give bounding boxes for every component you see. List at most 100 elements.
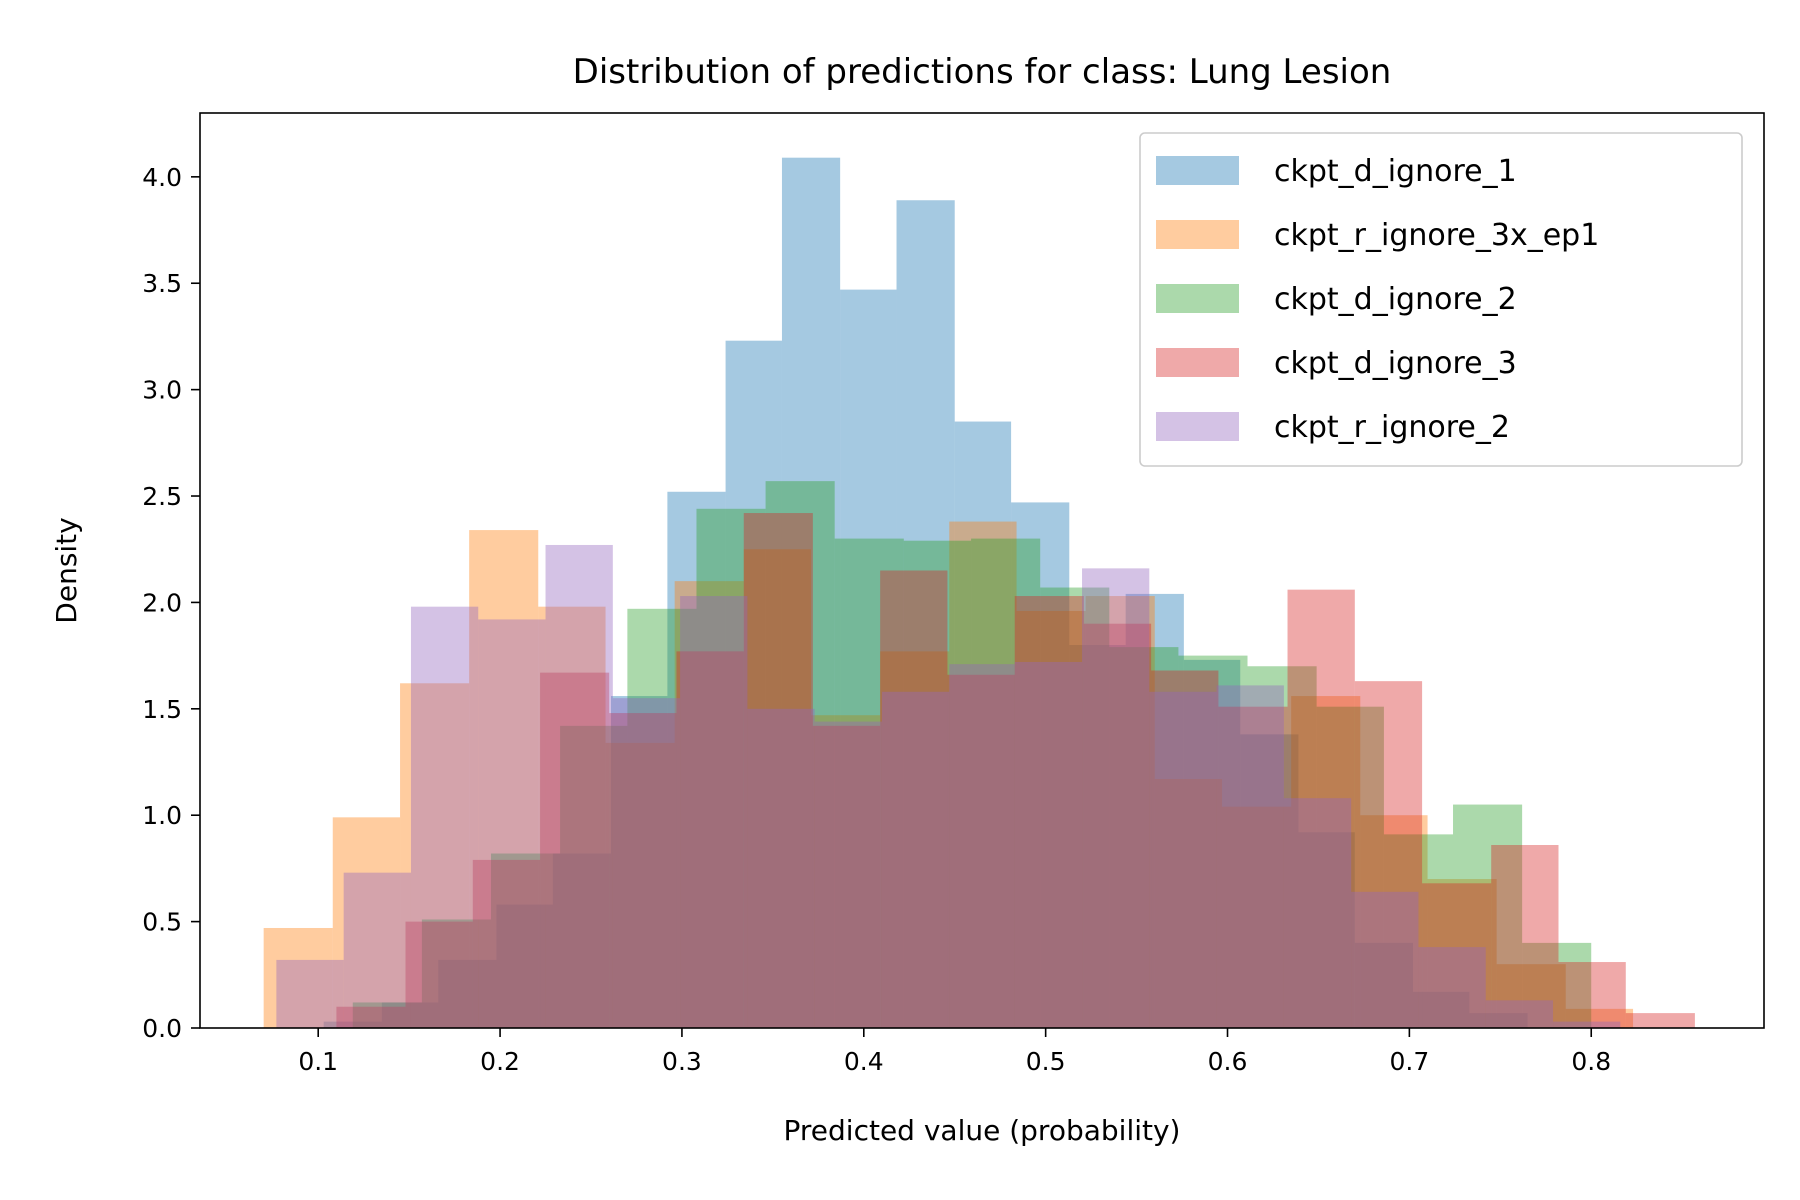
bar-ckpt_d_ignore_2-9 <box>971 538 1041 1028</box>
bar-ckpt_r_ignore_2-6 <box>680 596 748 1028</box>
bar-ckpt_d_ignore_1-15 <box>1183 659 1241 1028</box>
bar-ckpt_d_ignore_2-14 <box>1316 706 1384 1028</box>
y-tick-label-7: 3.5 <box>142 269 182 298</box>
y-tick-label-3: 1.5 <box>142 695 182 724</box>
bar-ckpt_d_ignore_2-16 <box>1453 804 1523 1028</box>
bar-ckpt_r_ignore_2-19 <box>1553 1021 1621 1028</box>
x-tick-label-2: 0.3 <box>662 1047 702 1076</box>
x-tick-label-5: 0.6 <box>1208 1047 1248 1076</box>
x-axis: 0.1 0.2 0.3 0.4 0.5 0.6 0.7 0.8 <box>298 1028 1611 1076</box>
bar-ckpt_d_ignore_3-7 <box>812 725 881 1028</box>
bar-ckpt_d_ignore_2-4 <box>627 608 697 1028</box>
bar-ckpt_d_ignore_2-17 <box>1522 942 1592 1028</box>
bar-ckpt_d_ignore_2-5 <box>696 508 766 1028</box>
bar-ckpt_d_ignore_1-10 <box>896 200 955 1028</box>
y-tick-label-5: 2.5 <box>142 482 182 511</box>
bar-ckpt_r_ignore_2-0 <box>276 959 344 1028</box>
y-tick-label-2: 1.0 <box>142 801 182 830</box>
x-tick-label-7: 0.8 <box>1571 1047 1611 1076</box>
bar-ckpt_r_ignore_3x_ep1-12 <box>1085 596 1155 1028</box>
bar-ckpt_d_ignore_3-1 <box>405 921 473 1028</box>
bar-ckpt_d_ignore_2-3 <box>560 725 628 1028</box>
bar-ckpt_r_ignore_3x_ep1-14 <box>1222 806 1292 1028</box>
legend-swatch-4 <box>1156 412 1239 441</box>
bar-ckpt_r_ignore_3x_ep1-0 <box>263 927 333 1028</box>
x-tick-label-4: 0.5 <box>1026 1047 1066 1076</box>
legend: ckpt_d_ignore_1 ckpt_r_ignore_3x_ep1 ckpt_… <box>1139 132 1743 467</box>
bar-ckpt_r_ignore_2-5 <box>612 698 681 1028</box>
bar-ckpt_d_ignore_2-12 <box>1178 655 1248 1028</box>
bar-ckpt_r_ignore_3x_ep1-2 <box>400 683 470 1028</box>
bar-ckpt_d_ignore_1-16 <box>1240 734 1299 1028</box>
legend-label-2: ckpt_d_ignore_2 <box>1274 282 1517 317</box>
bar-ckpt_d_ignore_1-13 <box>1069 644 1126 1028</box>
plot-frame <box>199 112 1765 1029</box>
bar-ckpt_d_ignore_1-5 <box>611 696 668 1028</box>
bar-ckpt_d_ignore_3-4 <box>609 713 677 1028</box>
bar-ckpt_d_ignore_2-11 <box>1109 647 1179 1028</box>
bar-ckpt_r_ignore_2-13 <box>1149 691 1217 1028</box>
legend-label-1: ckpt_r_ignore_3x_ep1 <box>1274 218 1599 253</box>
legend-swatch-1 <box>1156 220 1239 249</box>
bar-ckpt_d_ignore_1-4 <box>552 853 612 1028</box>
bar-ckpt_d_ignore_3-8 <box>880 570 948 1028</box>
bar-ckpt_d_ignore_1-18 <box>1354 942 1414 1028</box>
bar-ckpt_r_ignore_3x_ep1-1 <box>332 817 401 1028</box>
bar-ckpt_d_ignore_1-11 <box>954 421 1012 1028</box>
bar-ckpt_d_ignore_3-18 <box>1558 962 1626 1028</box>
legend-swatch-2 <box>1156 284 1239 313</box>
bar-ckpt_r_ignore_2-14 <box>1216 685 1284 1028</box>
bar-ckpt_d_ignore_1-9 <box>840 289 897 1028</box>
bar-ckpt_d_ignore_2-13 <box>1247 666 1317 1028</box>
bar-ckpt_r_ignore_2-1 <box>343 872 411 1028</box>
bar-ckpt_d_ignore_2-1 <box>421 919 491 1028</box>
bar-ckpt_d_ignore_3-13 <box>1218 706 1288 1028</box>
bar-ckpt_d_ignore_1-6 <box>667 491 726 1028</box>
bar-ckpt_d_ignore_3-5 <box>676 651 744 1028</box>
bar-ckpt_d_ignore_3-9 <box>947 674 1015 1028</box>
bar-ckpt_r_ignore_3x_ep1-18 <box>1496 964 1566 1028</box>
bar-ckpt_r_ignore_2-12 <box>1082 568 1150 1028</box>
bar-ckpt_r_ignore_3x_ep1-8 <box>811 715 881 1028</box>
bar-ckpt_d_ignore_3-15 <box>1354 681 1423 1028</box>
x-tick-label-3: 0.4 <box>844 1047 884 1076</box>
bar-ckpt_d_ignore_1-7 <box>725 340 782 1028</box>
bar-ckpt_r_ignore_3x_ep1-3 <box>469 530 539 1028</box>
bar-ckpt_d_ignore_3-12 <box>1151 670 1219 1028</box>
y-axis-title: Density <box>50 517 83 623</box>
series-ckpt_r_ignore_3x_ep1 <box>263 521 1634 1028</box>
bar-ckpt_d_ignore_3-14 <box>1287 589 1355 1028</box>
legend-swatch-3 <box>1156 348 1239 377</box>
series-ckpt_d_ignore_2 <box>352 481 1592 1028</box>
bar-ckpt_r_ignore_3x_ep1-9 <box>880 651 950 1028</box>
bar-ckpt_d_ignore_1-20 <box>1469 1013 1528 1028</box>
bar-ckpt_d_ignore_3-16 <box>1422 883 1492 1028</box>
series-ckpt_r_ignore_2 <box>276 544 1621 1028</box>
bar-ckpt_d_ignore_3-17 <box>1491 845 1559 1028</box>
bar-ckpt_r_ignore_3x_ep1-13 <box>1154 779 1223 1028</box>
x-tick-label-0: 0.1 <box>298 1047 338 1076</box>
bar-ckpt_d_ignore_2-6 <box>765 481 835 1028</box>
bar-ckpt_d_ignore_2-7 <box>834 538 904 1028</box>
bar-ckpt_d_ignore_2-8 <box>903 540 972 1028</box>
bar-ckpt_r_ignore_2-2 <box>410 606 479 1028</box>
bar-ckpt_d_ignore_1-0 <box>323 1021 382 1028</box>
bar-ckpt_r_ignore_3x_ep1-19 <box>1565 1008 1634 1028</box>
y-tick-label-4: 2.0 <box>142 588 182 617</box>
bar-ckpt_d_ignore_1-17 <box>1298 832 1355 1028</box>
legend-frame <box>1139 132 1743 467</box>
bar-ckpt_d_ignore_2-2 <box>490 853 561 1028</box>
bar-ckpt_r_ignore_3x_ep1-7 <box>743 549 812 1028</box>
series-ckpt_d_ignore_1 <box>323 157 1528 1029</box>
bar-ckpt_d_ignore_3-11 <box>1083 623 1152 1028</box>
legend-label-3: ckpt_d_ignore_3 <box>1274 346 1517 381</box>
bar-ckpt_d_ignore_1-12 <box>1011 502 1070 1028</box>
chart-title: Distribution of predictions for class: L… <box>573 52 1392 92</box>
bar-ckpt_r_ignore_2-11 <box>1014 662 1083 1028</box>
bar-ckpt_r_ignore_2-18 <box>1485 1000 1554 1028</box>
bar-ckpt_d_ignore_1-3 <box>496 904 553 1028</box>
series-ckpt_d_ignore_3 <box>336 513 1695 1028</box>
bar-ckpt_r_ignore_2-10 <box>949 664 1015 1028</box>
bar-ckpt_d_ignore_2-10 <box>1040 587 1110 1028</box>
